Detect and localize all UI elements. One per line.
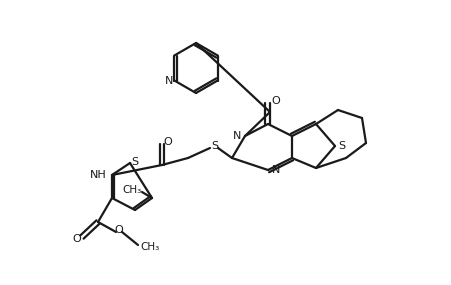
Text: O: O xyxy=(115,225,123,235)
Text: O: O xyxy=(271,96,280,106)
Text: S: S xyxy=(338,141,345,151)
Text: N: N xyxy=(271,165,280,175)
Text: S: S xyxy=(211,141,218,151)
Text: CH₃: CH₃ xyxy=(122,185,141,195)
Text: S: S xyxy=(131,157,138,167)
Text: O: O xyxy=(163,137,172,147)
Text: NH: NH xyxy=(89,170,106,180)
Text: N: N xyxy=(165,76,173,86)
Text: N: N xyxy=(232,131,241,141)
Text: O: O xyxy=(73,234,81,244)
Text: CH₃: CH₃ xyxy=(140,242,159,252)
